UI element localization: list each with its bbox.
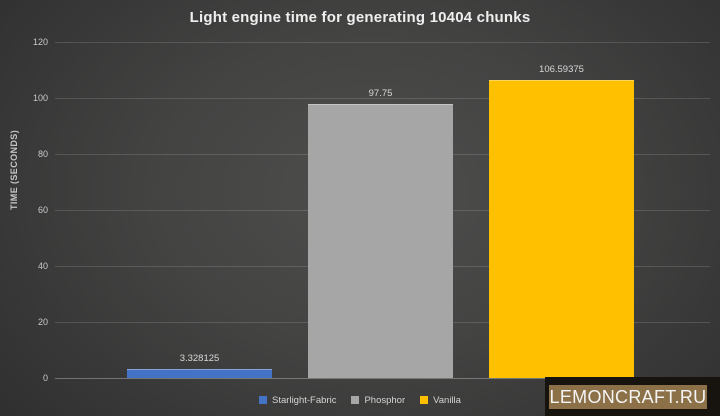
watermark: LEMONCRAFT.RU bbox=[545, 377, 720, 416]
bar-value-label-phosphor: 97.75 bbox=[368, 88, 393, 100]
legend-label: Phosphor bbox=[364, 394, 406, 406]
gridline-100 bbox=[55, 98, 710, 99]
y-tick-label-40: 40 bbox=[37, 261, 48, 271]
chart-title: Light engine time for generating 10404 c… bbox=[189, 9, 531, 26]
legend-swatch-icon bbox=[351, 396, 360, 404]
legend-swatch-icon bbox=[259, 396, 268, 404]
gridline-0 bbox=[55, 378, 710, 379]
legend-swatch-icon bbox=[420, 396, 429, 404]
bar-value-label-vanilla: 106.59375 bbox=[539, 63, 584, 75]
bar-vanilla bbox=[489, 79, 634, 378]
legend-item-phosphor: Phosphor bbox=[351, 395, 405, 406]
y-tick-label-60: 60 bbox=[37, 205, 48, 215]
y-tick-label-20: 20 bbox=[37, 317, 48, 327]
legend: Starlight-Fabric Phosphor Vanilla bbox=[0, 393, 720, 407]
legend-label: Starlight-Fabric bbox=[272, 394, 337, 406]
legend-item-vanilla: Vanilla bbox=[420, 395, 461, 406]
gridline-120 bbox=[55, 42, 710, 43]
watermark-text: LEMONCRAFT.RU bbox=[549, 387, 707, 407]
bar-starlight-fabric bbox=[127, 368, 272, 378]
legend-label: Vanilla bbox=[433, 394, 461, 406]
legend-item-starlight-fabric: Starlight-Fabric bbox=[259, 395, 336, 406]
y-tick-label-120: 120 bbox=[32, 37, 48, 47]
watermark-band: LEMONCRAFT.RU bbox=[549, 385, 707, 409]
y-tick-label-100: 100 bbox=[32, 93, 48, 103]
y-tick-label-0: 0 bbox=[42, 373, 48, 383]
bar-phosphor bbox=[308, 104, 453, 378]
y-tick-label-80: 80 bbox=[37, 149, 48, 159]
bar-value-label-starlight-fabric: 3.328125 bbox=[179, 352, 220, 364]
